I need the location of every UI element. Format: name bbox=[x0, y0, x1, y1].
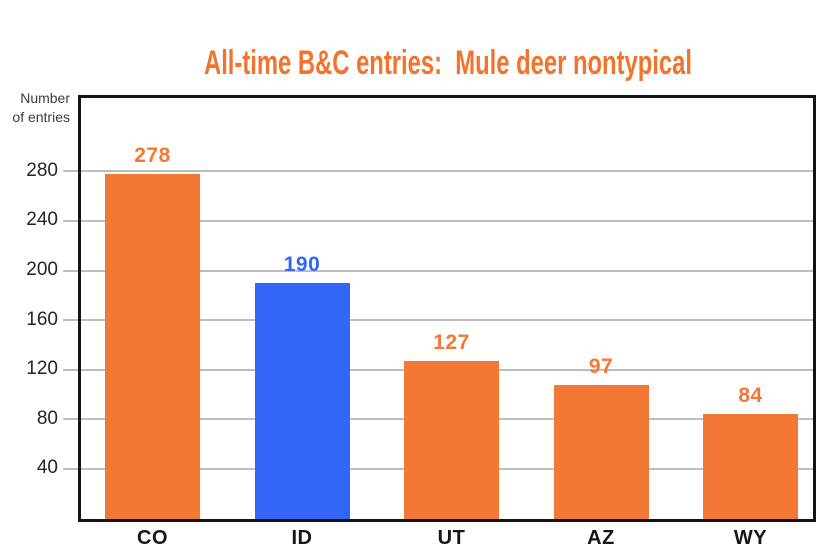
gridline bbox=[63, 219, 816, 222]
y-tick-label: 80 bbox=[36, 407, 58, 429]
bar-value-label: 84 bbox=[738, 384, 763, 408]
y-tick-label: 40 bbox=[36, 457, 58, 479]
bar-az bbox=[553, 384, 649, 520]
y-axis-unit-line-1: Number bbox=[20, 90, 70, 106]
x-category-label: UT bbox=[437, 527, 466, 549]
y-tick-label: 240 bbox=[26, 209, 58, 231]
gridline bbox=[63, 170, 816, 173]
bar-value-label: 97 bbox=[588, 354, 614, 378]
bar-value-label: 190 bbox=[283, 252, 321, 276]
bar-value-label: 127 bbox=[433, 331, 470, 355]
bar-wy bbox=[703, 414, 798, 520]
bar-value-label: 278 bbox=[134, 143, 171, 167]
x-category-label: AZ bbox=[587, 527, 615, 549]
bar-id bbox=[254, 282, 350, 520]
x-category-label: ID bbox=[291, 527, 313, 549]
bar-ut bbox=[404, 361, 499, 520]
y-tick-label: 200 bbox=[26, 259, 58, 280]
x-category-label: WY bbox=[733, 527, 768, 549]
y-tick-label: 160 bbox=[26, 308, 58, 330]
x-category-label: CO bbox=[137, 527, 168, 549]
chart-title: All-time B&C entries: Mule deer nontypic… bbox=[204, 44, 692, 82]
bar-co bbox=[105, 173, 200, 520]
y-tick-label: 280 bbox=[26, 159, 58, 181]
gridline bbox=[63, 319, 816, 322]
y-axis-unit-line-2: of entries bbox=[12, 109, 70, 125]
y-tick-label: 120 bbox=[26, 358, 58, 380]
gridline bbox=[63, 269, 816, 272]
y-axis-unit-label: Number of entries bbox=[0, 89, 70, 127]
